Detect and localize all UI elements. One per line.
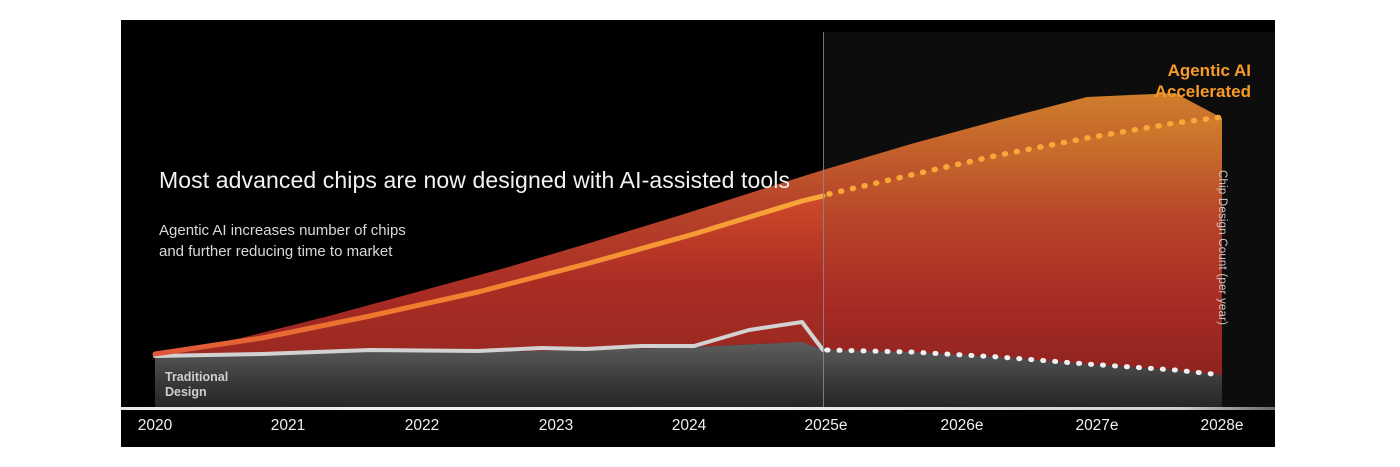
chart-headline: Most advanced chips are now designed wit…: [159, 167, 791, 193]
traditional-line-forecast: [824, 347, 1225, 378]
annotation-line-1: Agentic AI: [1167, 61, 1251, 80]
x-tick-2025e: 2025e: [804, 417, 848, 434]
subheadline-line-1: Agentic AI increases number of chips: [159, 222, 406, 239]
x-tick-2021: 2021: [270, 417, 306, 434]
series-label-line-1: Traditional: [165, 370, 229, 384]
x-tick-2023: 2023: [538, 417, 574, 434]
traditional-area-fill: [155, 342, 1222, 407]
series-label-line-2: Design: [165, 385, 207, 399]
plot-area: [152, 93, 1225, 407]
agentic-line-actual: [152, 193, 826, 357]
x-tick-2028e: 2028e: [1200, 417, 1244, 434]
x-tick-2027e: 2027e: [1075, 417, 1119, 434]
chart-subheadline: Agentic AI increases number of chips and…: [159, 220, 406, 262]
chart-panel: 2020 2021 2022 2023 2024 2025e 2026e 202…: [121, 20, 1275, 447]
x-axis-tick-labels: 2020 2021 2022 2023 2024 2025e 2026e 202…: [121, 417, 1275, 447]
annotation-agentic-ai-accelerated: Agentic AI Accelerated: [1011, 60, 1251, 102]
annotation-line-2: Accelerated: [1154, 82, 1251, 101]
series-label-traditional-design: Traditional Design: [165, 370, 228, 400]
x-tick-2024: 2024: [671, 417, 707, 434]
subheadline-line-2: and further reducing time to market: [159, 243, 393, 260]
x-axis-line: [121, 407, 1275, 410]
y-axis-label: Chip Design Count (per year): [1216, 170, 1228, 326]
traditional-line-actual: [153, 320, 825, 358]
x-tick-2022: 2022: [404, 417, 440, 434]
agentic-line-forecast: [826, 114, 1225, 197]
agentic-area-fill-main: [155, 196, 823, 356]
forecast-divider-line: [823, 32, 824, 407]
x-tick-2020: 2020: [137, 417, 173, 434]
x-tick-2026e: 2026e: [940, 417, 984, 434]
agentic-area-fill-forecast: [823, 118, 1222, 375]
